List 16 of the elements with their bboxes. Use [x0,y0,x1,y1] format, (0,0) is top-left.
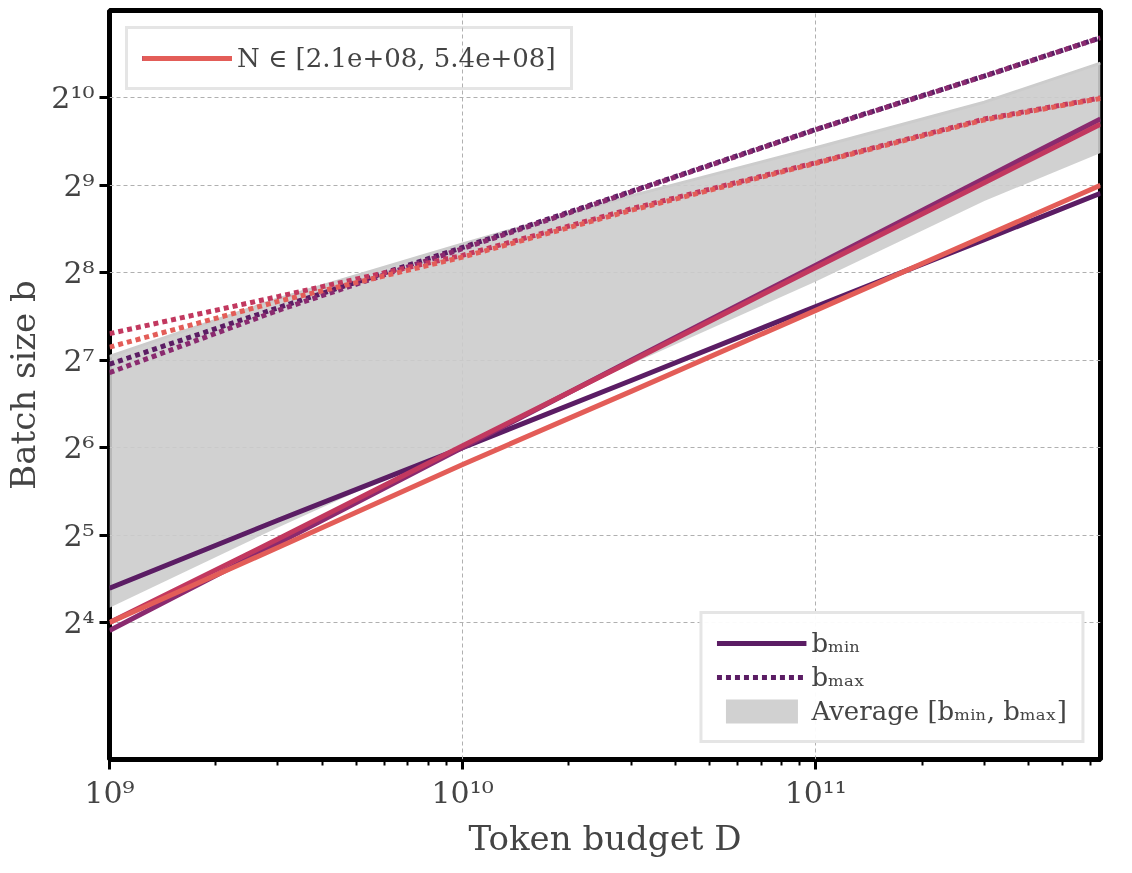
y-axis-title: Batch size b [3,280,44,490]
y-tick-label: 2⁵ [63,517,95,553]
y-tick-label: 2⁷ [63,342,95,378]
x-tick-label: 10¹¹ [784,774,847,810]
y-tick-label: 2⁸ [63,255,95,291]
y-tick-label: 2⁹ [63,167,95,203]
y-tick-label: 2⁶ [63,430,95,466]
legend-label: Average [bₘᵢₙ, bₘₐₓ] [811,696,1067,726]
legend-label: bₘᵢₙ [811,628,861,658]
x-tick-label: 10⁹ [84,774,135,810]
x-axis-title: Token budget D [468,817,742,858]
y-tick-label: 2¹⁰ [51,80,95,116]
legend-title: N ∈ [2.1e+08, 5.4e+08] [237,43,556,73]
y-tick-label: 2⁴ [63,605,95,640]
x-tick-label: 10¹⁰ [431,774,494,810]
legend-label: bₘₐₓ [811,662,866,692]
